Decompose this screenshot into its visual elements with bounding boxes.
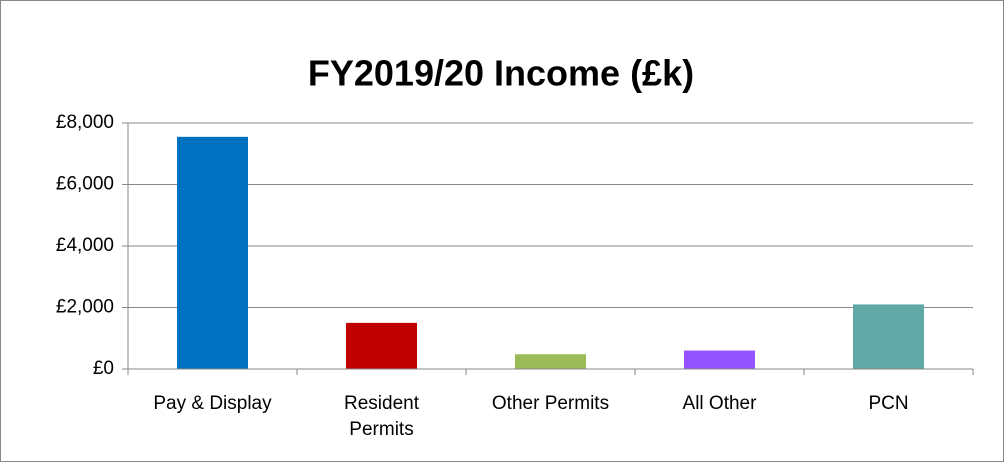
bar xyxy=(515,354,586,369)
bar xyxy=(177,136,248,369)
x-tick-label: All Other xyxy=(682,393,757,414)
y-tick-label: £0 xyxy=(93,358,114,379)
y-tick-label: £8,000 xyxy=(56,112,114,133)
x-tick-label: Pay & Display xyxy=(153,393,272,414)
bar xyxy=(853,304,924,369)
bar xyxy=(346,322,417,369)
x-tick-label: Resident Permits xyxy=(344,393,419,440)
x-tick-label: Other Permits xyxy=(491,393,610,414)
y-tick-label: £2,000 xyxy=(56,297,114,318)
chart-title: FY2019/20 Income (£k) xyxy=(308,53,694,94)
bar xyxy=(684,350,755,369)
x-tick-label: PCN xyxy=(868,393,909,414)
y-tick-label: £6,000 xyxy=(56,174,114,195)
y-tick-label: £4,000 xyxy=(56,235,114,256)
